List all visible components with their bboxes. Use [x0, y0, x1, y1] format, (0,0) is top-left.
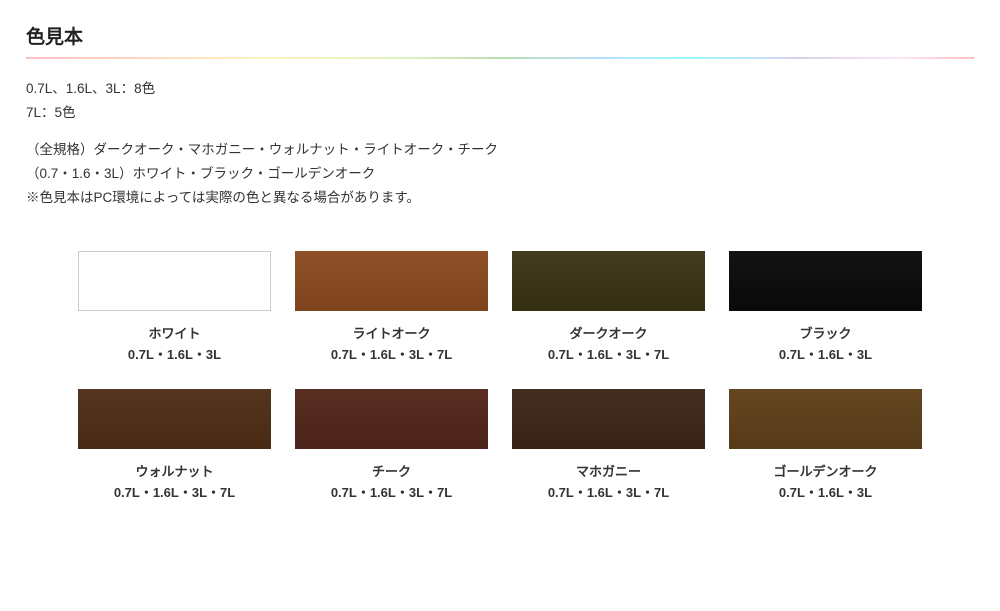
swatch-sizes: 0.7L・1.6L・3L・7L	[331, 482, 452, 501]
swatch-sizes: 0.7L・1.6L・3L・7L	[548, 344, 669, 363]
description-line: ※色見本はPC環境によっては実際の色と異なる場合があります。	[26, 186, 974, 210]
section-title: 色見本	[26, 22, 974, 49]
swatch-sizes: 0.7L・1.6L・3L	[128, 344, 221, 363]
swatch-sizes: 0.7L・1.6L・3L・7L	[114, 482, 235, 501]
swatch-color	[295, 389, 488, 449]
swatch-name: ダークオーク	[569, 323, 647, 342]
swatch-sizes: 0.7L・1.6L・3L	[779, 482, 872, 501]
swatch-name: ライトオーク	[352, 323, 430, 342]
swatch-sizes: 0.7L・1.6L・3L・7L	[548, 482, 669, 501]
swatch-color	[512, 251, 705, 311]
swatch-item: ダークオーク 0.7L・1.6L・3L・7L	[512, 251, 705, 363]
description-line: 7L：5色	[26, 101, 974, 125]
swatch-sizes: 0.7L・1.6L・3L・7L	[331, 344, 452, 363]
swatch-color	[295, 251, 488, 311]
swatch-grid: ホワイト0.7L・1.6L・3Lライトオーク0.7L・1.6L・3L・7Lダーク…	[26, 227, 974, 501]
swatch-color	[729, 251, 922, 311]
swatch-item: ブラック 0.7L・1.6L・3L	[729, 251, 922, 363]
swatch-item: ライトオーク 0.7L・1.6L・3L・7L	[295, 251, 488, 363]
swatch-color	[78, 389, 271, 449]
rainbow-divider	[26, 57, 974, 59]
description-block: 0.7L、1.6L、3L：8色 7L：5色 （全規格）ダークオーク・マホガニー・…	[26, 77, 974, 209]
swatch-color	[78, 251, 271, 311]
description-line: （0.7・1.6・3L）ホワイト・ブラック・ゴールデンオーク	[26, 162, 974, 186]
swatch-item: ゴールデンオーク 0.7L・1.6L・3L	[729, 389, 922, 501]
swatch-name: ホワイト	[148, 323, 200, 342]
swatch-item: ウォルナット 0.7L・1.6L・3L・7L	[78, 389, 271, 501]
swatch-name: チーク	[372, 461, 411, 480]
description-line: 0.7L、1.6L、3L：8色	[26, 77, 974, 101]
swatch-sizes: 0.7L・1.6L・3L	[779, 344, 872, 363]
swatch-name: ゴールデンオーク	[773, 461, 877, 480]
swatch-name: ウォルナット	[135, 461, 213, 480]
swatch-item: ホワイト 0.7L・1.6L・3L	[78, 251, 271, 363]
description-line: （全規格）ダークオーク・マホガニー・ウォルナット・ライトオーク・チーク	[26, 138, 974, 162]
swatch-color	[729, 389, 922, 449]
swatch-color	[512, 389, 705, 449]
swatch-item: マホガニー 0.7L・1.6L・3L・7L	[512, 389, 705, 501]
swatch-name: マホガニー	[576, 461, 641, 480]
swatch-name: ブラック	[799, 323, 851, 342]
swatch-item: チーク 0.7L・1.6L・3L・7L	[295, 389, 488, 501]
